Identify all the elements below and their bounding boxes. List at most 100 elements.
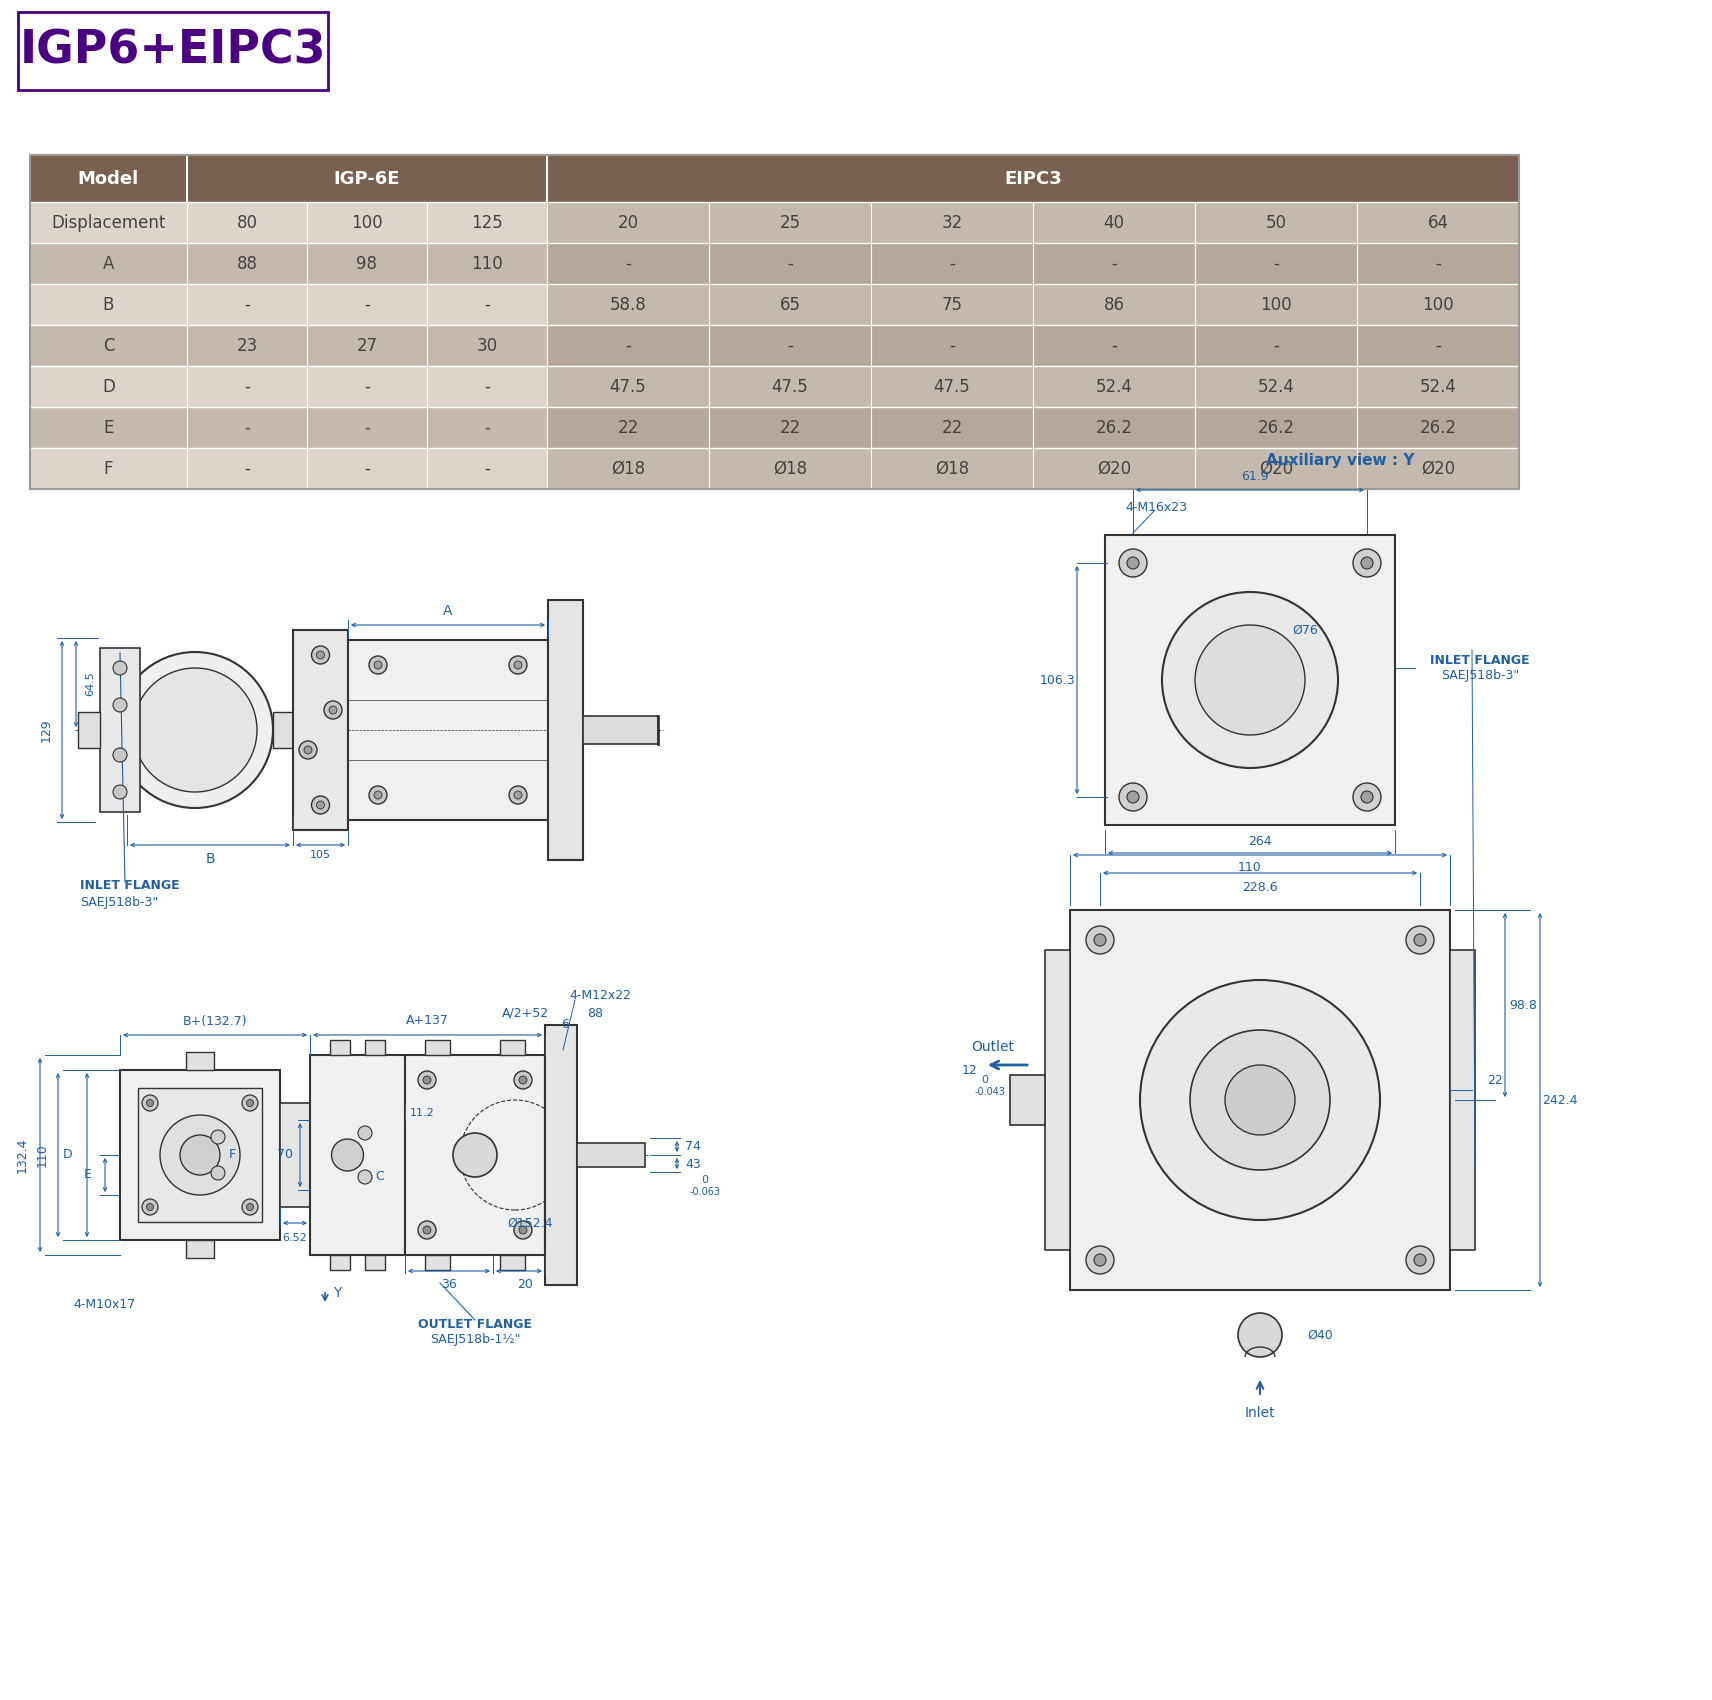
Text: F: F	[228, 1149, 236, 1161]
Text: Y: Y	[332, 1285, 341, 1300]
Text: 4-M12x22: 4-M12x22	[568, 988, 632, 1001]
Text: 0: 0	[981, 1074, 988, 1085]
Circle shape	[113, 661, 127, 675]
Circle shape	[1094, 1255, 1106, 1266]
Bar	[31, 202, 548, 243]
Bar	[548, 325, 1519, 366]
Text: 47.5: 47.5	[933, 377, 971, 396]
Text: 61.9: 61.9	[1241, 469, 1269, 483]
Text: D: D	[63, 1149, 74, 1161]
Text: A+137: A+137	[406, 1015, 449, 1027]
Bar	[19, 12, 329, 90]
Text: A/2+52: A/2+52	[502, 1006, 548, 1020]
Text: -: -	[625, 255, 632, 272]
Text: 242.4: 242.4	[1543, 1093, 1578, 1107]
Text: -: -	[365, 418, 370, 437]
Text: -: -	[1435, 337, 1442, 355]
Text: -: -	[484, 418, 490, 437]
Text: -: -	[484, 377, 490, 396]
Text: 20: 20	[618, 214, 639, 231]
Bar	[1450, 950, 1476, 1250]
Circle shape	[180, 1136, 221, 1175]
Circle shape	[312, 796, 329, 814]
Text: 30: 30	[476, 337, 498, 355]
Circle shape	[116, 653, 272, 808]
Circle shape	[418, 1071, 437, 1090]
Text: E: E	[103, 418, 113, 437]
Text: -: -	[484, 296, 490, 313]
Bar	[548, 284, 1519, 325]
Bar	[500, 1040, 526, 1056]
Text: Ø76: Ø76	[1293, 624, 1318, 636]
Text: Ø20: Ø20	[1097, 459, 1132, 478]
Text: 64: 64	[1428, 214, 1448, 231]
Text: -: -	[1435, 255, 1442, 272]
Text: -: -	[1111, 337, 1116, 355]
Circle shape	[1226, 1064, 1294, 1136]
Text: C: C	[103, 337, 115, 355]
Text: Displacement: Displacement	[51, 214, 166, 231]
Circle shape	[317, 651, 325, 660]
Text: 26.2: 26.2	[1258, 418, 1294, 437]
Bar	[31, 325, 548, 366]
Text: 40: 40	[1104, 214, 1125, 231]
Text: -: -	[1274, 337, 1279, 355]
Bar	[31, 155, 1519, 490]
Bar	[544, 1025, 577, 1285]
Bar	[548, 366, 1519, 406]
Text: -: -	[788, 337, 793, 355]
Bar	[425, 1040, 450, 1056]
Text: Ø18: Ø18	[611, 459, 645, 478]
Text: 70: 70	[277, 1149, 293, 1161]
Text: OUTLET FLANGE: OUTLET FLANGE	[418, 1319, 532, 1331]
Text: Ø18: Ø18	[935, 459, 969, 478]
Text: 58.8: 58.8	[609, 296, 647, 313]
Circle shape	[1085, 1246, 1115, 1273]
Text: Inlet: Inlet	[1245, 1406, 1275, 1419]
Bar	[272, 712, 293, 748]
Circle shape	[519, 1076, 527, 1085]
Text: C: C	[375, 1171, 385, 1183]
Bar	[577, 1142, 645, 1166]
Bar	[425, 1255, 450, 1270]
Text: 12: 12	[962, 1064, 978, 1076]
Text: -: -	[365, 296, 370, 313]
Text: 32: 32	[942, 214, 962, 231]
Text: 22: 22	[1488, 1073, 1503, 1086]
Text: D: D	[103, 377, 115, 396]
Circle shape	[418, 1221, 437, 1239]
Text: -: -	[1274, 255, 1279, 272]
Text: Ø40: Ø40	[1308, 1328, 1334, 1341]
Circle shape	[147, 1100, 154, 1107]
Text: IGP-6E: IGP-6E	[334, 170, 401, 187]
Circle shape	[373, 790, 382, 799]
Text: -: -	[245, 418, 250, 437]
Text: SAEJ518b-3": SAEJ518b-3"	[80, 896, 158, 908]
Bar	[584, 716, 657, 745]
Circle shape	[332, 1139, 363, 1171]
Text: Ø20: Ø20	[1421, 459, 1455, 478]
Text: 52.4: 52.4	[1258, 377, 1294, 396]
Bar	[548, 600, 584, 860]
Text: 125: 125	[471, 214, 503, 231]
Bar	[365, 1040, 385, 1056]
Circle shape	[211, 1166, 224, 1180]
Circle shape	[370, 656, 387, 673]
Circle shape	[358, 1125, 372, 1141]
Text: 20: 20	[517, 1278, 532, 1292]
Text: SAEJ518b-3": SAEJ518b-3"	[1442, 668, 1519, 682]
Circle shape	[147, 1204, 154, 1210]
Circle shape	[211, 1130, 224, 1144]
Circle shape	[1085, 927, 1115, 954]
Circle shape	[1126, 558, 1138, 570]
Circle shape	[514, 661, 522, 670]
Text: 75: 75	[942, 296, 962, 313]
Circle shape	[241, 1198, 259, 1216]
Text: 132.4: 132.4	[15, 1137, 29, 1173]
Bar	[187, 1239, 214, 1258]
Text: 4-M16x23: 4-M16x23	[1125, 500, 1186, 513]
Bar	[1070, 910, 1450, 1290]
Text: 22: 22	[942, 418, 962, 437]
Text: -: -	[365, 459, 370, 478]
Text: 80: 80	[236, 214, 257, 231]
